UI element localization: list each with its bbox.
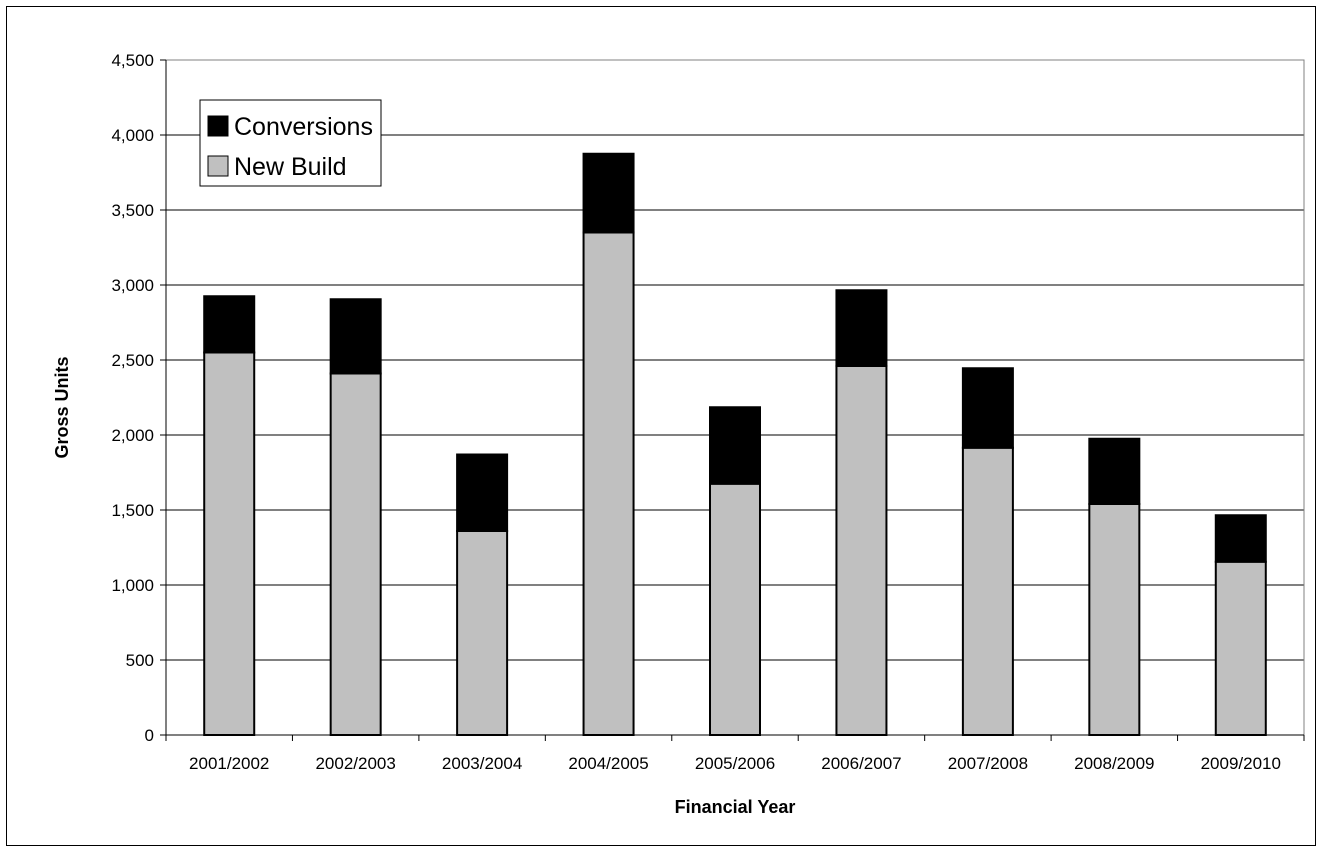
x-tick-label: 2001/2002 (189, 754, 269, 773)
legend-box (199, 99, 382, 187)
bar-new-build (835, 365, 888, 736)
bar-conversions (582, 152, 635, 234)
bars (203, 152, 1267, 736)
x-tick-label: 2004/2005 (568, 754, 648, 773)
bar-conversions (329, 298, 382, 375)
y-tick-label: 3,000 (111, 276, 154, 295)
y-tick-label: 4,000 (111, 126, 154, 145)
bar-conversions (1214, 514, 1267, 563)
x-tick-label: 2007/2008 (948, 754, 1028, 773)
x-tick-label: 2002/2003 (315, 754, 395, 773)
y-axis-title: Gross Units (52, 356, 72, 458)
y-tick-label: 2,500 (111, 351, 154, 370)
y-tick-label: 4,500 (111, 51, 154, 70)
x-tick-labels: 2001/2002 2002/2003 2003/2004 2004/2005 2005… (189, 754, 1281, 773)
bar-conversions (961, 367, 1014, 449)
axes (160, 59, 1305, 741)
bar-conversions (835, 289, 888, 367)
y-tick-label: 1,500 (111, 501, 154, 520)
bar-conversions (1088, 437, 1141, 505)
bar-conversions (709, 406, 761, 485)
legend-label-new-build: New Build (234, 153, 347, 181)
legend-swatch-conversions (207, 115, 229, 137)
x-tick-label: 2006/2007 (821, 754, 901, 773)
legend: Conversions New Build (199, 99, 382, 187)
bar-new-build (961, 446, 1014, 736)
bar-new-build (1088, 503, 1141, 736)
bar-new-build (203, 351, 256, 736)
legend-label-conversions: Conversions (234, 113, 373, 141)
y-tick-label: 500 (126, 651, 154, 670)
x-tick-label: 2003/2004 (442, 754, 522, 773)
x-tick-label: 2005/2006 (695, 754, 775, 773)
y-tick-labels: 0 500 1,000 1,500 2,000 2,500 3,000 3,500 4,000 4… (111, 51, 154, 745)
bar-conversions (456, 453, 509, 532)
bar-new-build (329, 372, 382, 736)
y-tick-label: 2,000 (111, 426, 154, 445)
bar-new-build (456, 530, 509, 736)
bar-conversions (203, 295, 256, 354)
bar-new-build (1214, 560, 1267, 736)
x-tick-label: 2009/2010 (1201, 754, 1281, 773)
y-tick-label: 0 (145, 726, 154, 745)
legend-swatch-new-build (207, 155, 229, 177)
bar-new-build (709, 482, 761, 736)
x-tick-label: 2008/2009 (1074, 754, 1154, 773)
x-axis-title: Financial Year (675, 797, 796, 817)
y-tick-label: 3,500 (111, 201, 154, 220)
y-tick-label: 1,000 (111, 576, 154, 595)
bar-new-build (582, 231, 635, 736)
